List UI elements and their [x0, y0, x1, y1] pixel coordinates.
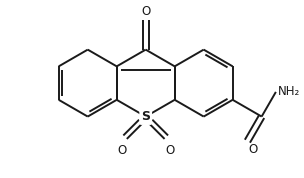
- Text: O: O: [141, 5, 150, 18]
- Text: O: O: [248, 143, 258, 156]
- Text: S: S: [141, 110, 150, 123]
- Text: O: O: [117, 144, 126, 157]
- Text: NH₂: NH₂: [278, 85, 300, 98]
- Text: O: O: [165, 144, 174, 157]
